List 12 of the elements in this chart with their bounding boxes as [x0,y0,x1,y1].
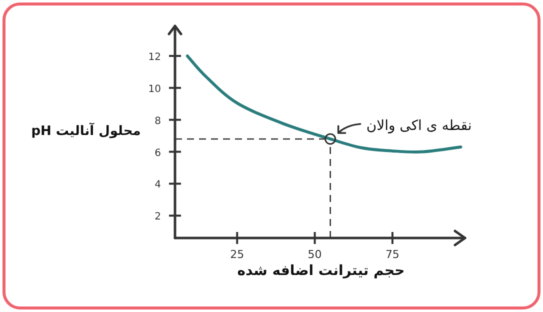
x-tick-label: 75 [385,248,400,261]
y-tick-label: 6 [154,148,161,159]
y-tick-label: 10 [148,84,161,95]
x-axis-title: حجم تیترانت اضافه شده [237,263,405,279]
y-tick-label: 8 [154,116,161,127]
x-tick-label: 25 [230,248,244,261]
x-tick-label: 50 [308,248,322,261]
y-tick-label: 12 [148,52,161,63]
y-tick-label: 4 [154,180,161,191]
y-axis-title: pH محلول آنالیت [31,122,141,139]
annotation: نقطه ی اکی والان [366,118,472,134]
y-tick-label: 2 [154,212,161,223]
